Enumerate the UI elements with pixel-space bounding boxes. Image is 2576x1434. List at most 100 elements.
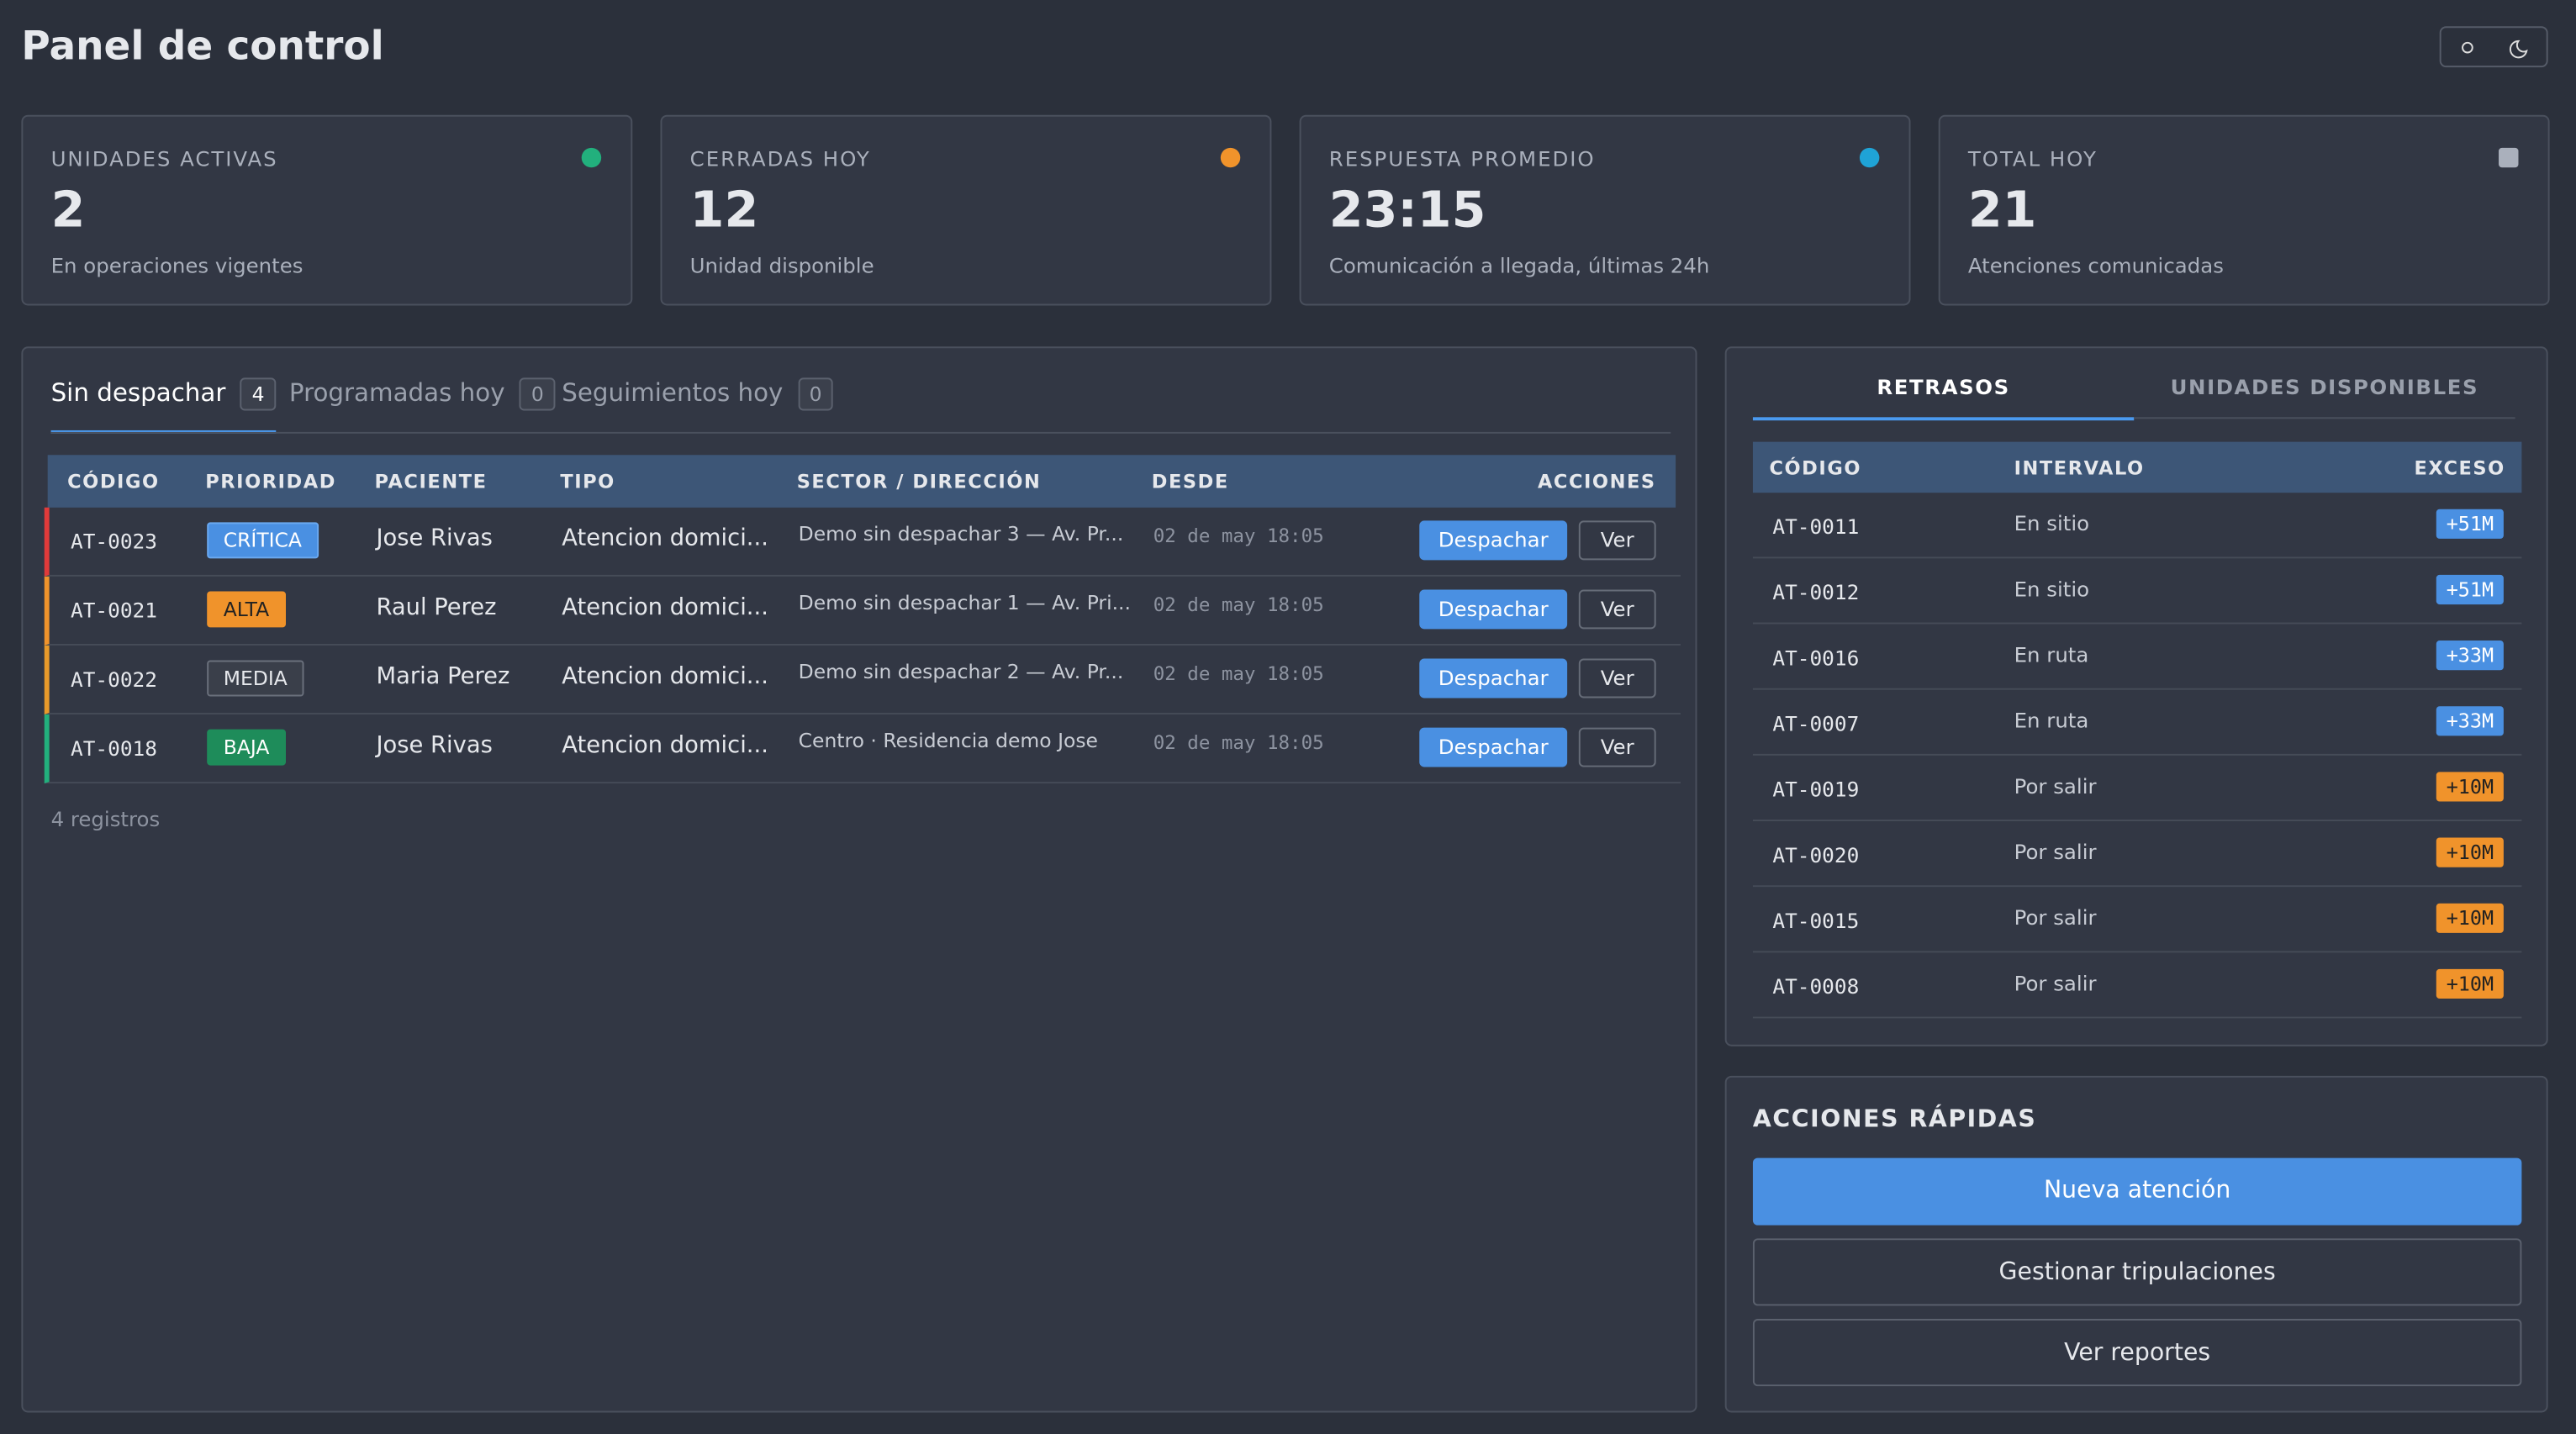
dispatch-button[interactable]: Despachar	[1419, 727, 1568, 767]
stat-icon	[1220, 147, 1241, 168]
pending-panel: Sin despachar 4 Programadas hoy 0 Seguimient…	[21, 346, 1697, 1413]
code: AT-0021	[71, 598, 157, 623]
since: 02 de may 18:05	[1153, 593, 1324, 616]
address: Demo sin despachar 3 — Av. Pr...	[798, 522, 1124, 546]
column-header: CÓDIGO	[67, 469, 160, 493]
excess-badge: +10M	[2436, 772, 2504, 802]
stat-note: Atenciones comunicadas	[1967, 252, 2224, 278]
column-header: TIPO	[560, 469, 615, 493]
patient: Jose Rivas	[376, 525, 493, 552]
tab-label: Programadas hoy	[288, 377, 505, 408]
code: AT-0019	[1772, 777, 1860, 802]
tab-count: 4	[240, 377, 277, 411]
dispatch-button[interactable]: Despachar	[1419, 658, 1568, 699]
interval: Por salir	[2014, 839, 2097, 864]
delays-panel: RETRASOS UNIDADES DISPONIBLES CÓDIGO INTERV…	[1724, 346, 2548, 1047]
view-button[interactable]: Ver	[1578, 727, 1656, 767]
excess-badge: +10M	[2436, 903, 2504, 933]
column-header: EXCESO	[2414, 456, 2505, 480]
stat-icon	[2499, 147, 2519, 168]
view-button[interactable]: Ver	[1578, 589, 1656, 630]
interval: Por salir	[2014, 904, 2097, 930]
quick-button[interactable]: Nueva atención	[1752, 1157, 2522, 1226]
stat-value: 2	[50, 182, 86, 240]
type: Atencion domici...	[562, 594, 768, 621]
code: AT-0018	[71, 735, 157, 761]
stat-card: UNIDADES ACTIVAS 2 En operaciones vigentes	[21, 114, 633, 306]
address: Demo sin despachar 2 — Av. Pr...	[798, 660, 1124, 683]
interval: En sitio	[2014, 510, 2090, 536]
stat-card: RESPUESTA PROMEDIO 23:15 Comunicación a ll…	[1299, 114, 1911, 306]
view-button[interactable]: Ver	[1578, 520, 1656, 561]
delay-row: AT-0020 Por salir +10M	[1752, 821, 2522, 888]
interval: Por salir	[2014, 970, 2097, 996]
interval: En sitio	[2014, 576, 2090, 602]
dispatch-button[interactable]: Despachar	[1419, 589, 1568, 630]
delay-row: AT-0011 En sitio +51M	[1752, 493, 2522, 559]
stat-card: TOTAL HOY 21 Atenciones comunicadas	[1938, 114, 2550, 306]
tab[interactable]: Programadas hoy 0	[289, 377, 556, 430]
stat-value: 23:15	[1328, 182, 1486, 240]
delay-tab[interactable]: RETRASOS	[1752, 375, 2135, 421]
column-header: INTERVALO	[2014, 456, 2145, 480]
patient: Maria Perez	[376, 663, 510, 690]
delay-row: AT-0008 Por salir +10M	[1752, 952, 2522, 1019]
delay-row: AT-0019 Por salir +10M	[1752, 756, 2522, 821]
tab-count: 0	[520, 377, 556, 411]
excess-badge: +10M	[2436, 968, 2504, 999]
code: AT-0012	[1772, 579, 1860, 605]
stat-value: 12	[689, 182, 759, 240]
stat-note: En operaciones vigentes	[50, 252, 304, 278]
quick-actions: ACCIONES RÁPIDAS Nueva atención Gestionar …	[1724, 1075, 2548, 1413]
theme-toggle[interactable]	[2439, 26, 2548, 68]
code: AT-0020	[1772, 842, 1860, 867]
excess-badge: +33M	[2436, 706, 2504, 736]
quick-button[interactable]: Ver reportes	[1752, 1319, 2522, 1387]
since: 02 de may 18:05	[1153, 730, 1324, 754]
priority-badge: CRÍTICA	[207, 522, 319, 559]
delay-row: AT-0015 Por salir +10M	[1752, 887, 2522, 953]
table-row: AT-0023 CRÍTICA Jose Rivas Atencion domici.…	[44, 507, 1681, 577]
code: AT-0016	[1772, 645, 1860, 671]
stat-card: CERRADAS HOY 12 Unidad disponible	[660, 114, 1272, 306]
tab[interactable]: Sin despachar 4	[50, 377, 277, 434]
tab-divider	[50, 431, 1671, 434]
code: AT-0007	[1772, 711, 1860, 736]
view-button[interactable]: Ver	[1578, 658, 1656, 699]
code: AT-0023	[71, 529, 157, 554]
priority-badge: MEDIA	[207, 660, 304, 697]
delays-header: CÓDIGO INTERVALO EXCESO	[1752, 441, 2522, 493]
address: Centro · Residencia demo Jose	[798, 729, 1099, 752]
since: 02 de may 18:05	[1153, 524, 1324, 547]
type: Atencion domici...	[562, 663, 768, 690]
page-title: Panel de control	[21, 23, 384, 70]
excess-badge: +10M	[2436, 837, 2504, 867]
address: Demo sin despachar 1 — Av. Pri...	[798, 591, 1131, 614]
tab-count: 0	[798, 377, 834, 411]
excess-badge: +33M	[2436, 641, 2504, 671]
code: AT-0015	[1772, 908, 1860, 933]
table-row: AT-0021 ALTA Raul Perez Atencion domici... D…	[44, 576, 1681, 646]
excess-badge: +51M	[2436, 509, 2504, 539]
delay-row: AT-0007 En ruta +33M	[1752, 690, 2522, 756]
priority-badge: BAJA	[207, 729, 286, 766]
delay-row: AT-0016 En ruta +33M	[1752, 625, 2522, 690]
stat-label: RESPUESTA PROMEDIO	[1328, 145, 1596, 171]
stat-label: TOTAL HOY	[1967, 145, 2098, 171]
column-header: SECTOR / DIRECCIÓN	[796, 469, 1042, 493]
column-header: ACCIONES	[1537, 469, 1656, 493]
tab-label: Seguimientos hoy	[562, 377, 784, 408]
interval: En ruta	[2014, 708, 2089, 733]
stat-note: Comunicación a llegada, últimas 24h	[1328, 252, 1710, 278]
delay-tab[interactable]: UNIDADES DISPONIBLES	[2134, 375, 2515, 419]
since: 02 de may 18:05	[1153, 662, 1324, 685]
record-count: 4 registros	[50, 806, 161, 831]
table-row: AT-0018 BAJA Jose Rivas Atencion domici... C…	[44, 714, 1681, 784]
stat-icon	[581, 147, 602, 168]
patient: Raul Perez	[376, 594, 497, 621]
dispatch-button[interactable]: Despachar	[1419, 520, 1568, 561]
tab[interactable]: Seguimientos hoy 0	[562, 377, 834, 430]
quick-button[interactable]: Gestionar tripulaciones	[1752, 1238, 2522, 1306]
priority-badge: ALTA	[207, 591, 286, 628]
